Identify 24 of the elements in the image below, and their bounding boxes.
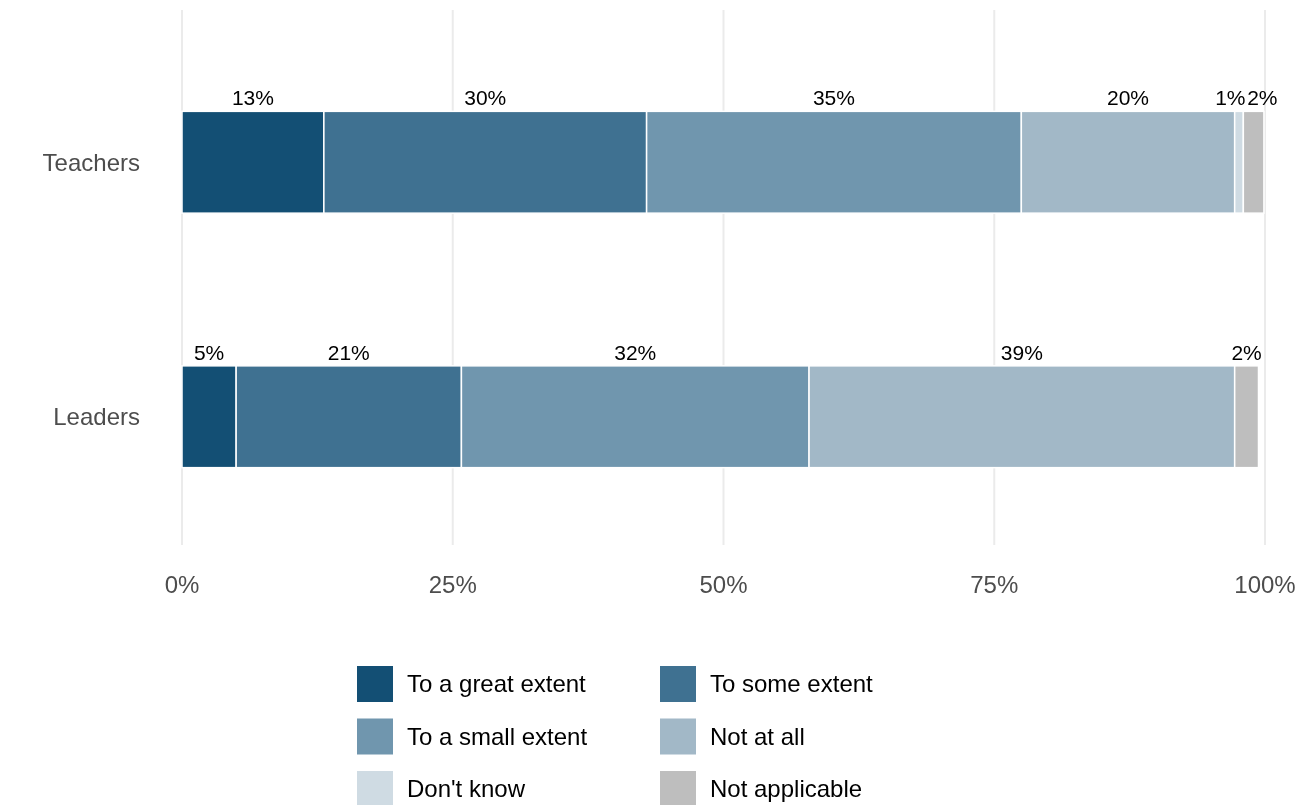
legend-label: Don't know	[407, 775, 526, 803]
y-tick-label: Leaders	[53, 403, 140, 431]
x-tick-label: 50%	[699, 571, 748, 599]
data-label: 30%	[464, 86, 507, 110]
data-label: 20%	[1106, 86, 1150, 110]
x-tick-label: 75%	[970, 571, 1019, 599]
data-label: 21%	[327, 340, 370, 364]
legend-label: To a small extent	[407, 722, 588, 750]
data-label: 35%	[812, 86, 855, 110]
x-tick-label: 100%	[1234, 571, 1296, 599]
x-tick-label: 25%	[428, 571, 477, 599]
data-label: 5%	[193, 340, 225, 364]
data-label: 39%	[1000, 340, 1043, 364]
x-tick-label: 0%	[164, 571, 200, 599]
legend-label: Not at all	[710, 722, 805, 750]
data-label: 32%	[614, 340, 657, 364]
data-label: 2%	[1247, 86, 1278, 110]
legend-label: To some extent	[710, 670, 874, 698]
data-label: 13%	[231, 86, 274, 110]
y-tick-label: Teachers	[42, 148, 140, 176]
legend-label: Not applicable	[710, 775, 863, 803]
legend-label: To a great extent	[407, 670, 587, 698]
data-label: 2%	[1231, 340, 1262, 364]
data-label: 1%	[1215, 86, 1246, 110]
